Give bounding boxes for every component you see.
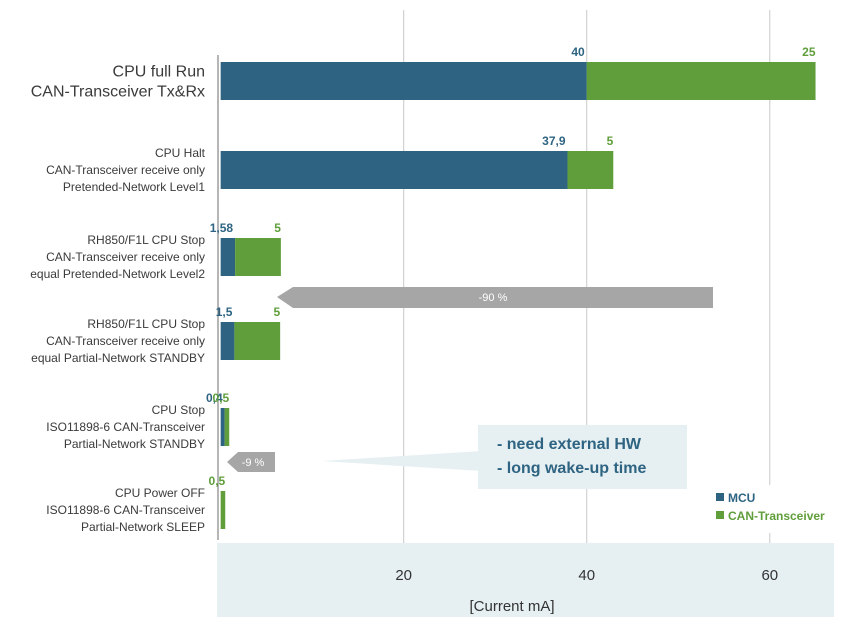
bar-mcu [220,408,225,446]
legend-box [706,485,834,533]
value-label-can-transceiver: 5 [607,134,614,148]
category-label: Pretended-Network Level1 [63,180,205,194]
bar-mcu [220,238,236,276]
category-label: Partial-Network SLEEP [81,520,205,534]
legend-entry: CAN-Transceiver [728,509,825,523]
bar-can-transceiver [586,62,816,100]
category-label: CPU Power OFF [115,486,205,500]
bar-mcu [220,151,568,189]
category-label: CAN-Transceiver receive only [46,250,205,264]
legend-swatch [716,493,724,501]
x-tick-labels: 20 40 60 [395,567,778,584]
category-label: CPU Halt [155,146,206,160]
value-label-can-transceiver: 0,5 [213,391,230,405]
category-label: RH850/F1L CPU Stop [87,317,205,331]
bar-mcu [220,322,235,360]
category-label: ISO11898-6 CAN-Transceiver [46,503,205,517]
callout-pointer [322,451,482,471]
value-label-mcu: 40 [571,45,585,59]
x-tick-label: 40 [578,567,595,584]
callout-box [478,425,687,489]
legend: MCU CAN-Transceiver [706,485,834,533]
value-label-can-transceiver: 0,5 [209,474,226,488]
annotations: -90 % -9 % - need external HW - long wake-u… [227,287,713,489]
category-labels: CPU full Run CAN-Transceiver Tx&Rx CPU Hal… [30,64,205,535]
value-label-mcu: 1,58 [210,221,234,235]
value-label-mcu: 1,5 [216,305,233,319]
bar-can-transceiver [224,408,230,446]
category-label: Partial-Network STANDBY [64,437,205,451]
value-label-can-transceiver: 5 [273,305,280,319]
x-axis-band [217,543,834,617]
reduction-label-small: -9 % [242,457,265,469]
category-label: equal Pretended-Network Level2 [30,267,205,281]
bar-can-transceiver [235,238,281,276]
x-tick-label: 60 [761,567,778,584]
bar-can-transceiver [220,491,226,529]
category-label: CAN-Transceiver receive only [46,334,205,348]
bar-can-transceiver [234,322,281,360]
category-label: ISO11898-6 CAN-Transceiver [46,420,205,434]
category-label: RH850/F1L CPU Stop [87,233,205,247]
callout-text: - need external HW [497,436,642,453]
bars [220,62,816,529]
legend-swatch [716,511,724,519]
value-label-can-transceiver: 5 [274,221,281,235]
reduction-arrow-small [227,452,275,472]
bar-mcu [220,62,587,100]
x-axis-label: [Current mA] [469,598,554,615]
legend-entry: MCU [728,491,755,505]
category-label: equal Partial-Network STANDBY [31,351,205,365]
value-label-mcu: 0,4 [206,391,223,405]
category-label: CAN-Transceiver receive only [46,163,205,177]
callout-text: - long wake-up time [497,460,646,477]
bar-can-transceiver [567,151,614,189]
reduction-label-large: -90 % [479,292,508,304]
category-label: CPU Stop [152,403,206,417]
reduction-arrow-large [277,287,713,308]
value-label-can-transceiver: 25 [802,45,816,59]
category-label: CPU full Run [113,64,205,81]
value-label-mcu: 37,9 [542,134,566,148]
x-tick-label: 20 [395,567,412,584]
category-label: CAN-Transceiver Tx&Rx [31,84,205,101]
